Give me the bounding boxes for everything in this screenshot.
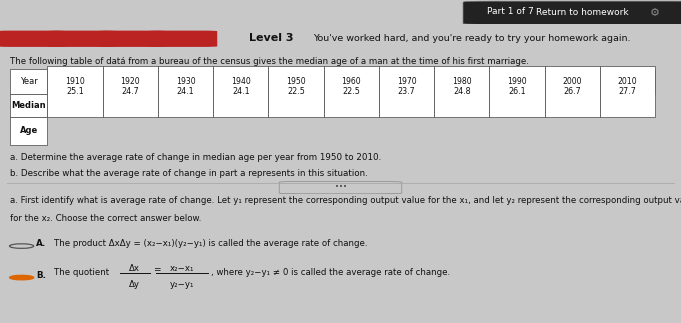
Text: 24.1: 24.1 <box>232 87 249 96</box>
Text: A.: A. <box>36 239 46 248</box>
Circle shape <box>10 275 34 280</box>
Bar <box>379 68 434 94</box>
Text: The following table of datá from a bureau of the census gives the median age of : The following table of datá from a burea… <box>10 57 529 66</box>
Bar <box>10 117 47 145</box>
Text: 24.7: 24.7 <box>121 87 139 96</box>
Bar <box>545 66 600 117</box>
Text: 1950: 1950 <box>286 77 306 86</box>
Bar <box>10 94 47 117</box>
Text: x₂−x₁: x₂−x₁ <box>170 264 194 273</box>
Bar <box>434 68 490 94</box>
Text: 1990: 1990 <box>507 77 527 86</box>
Text: Part 1 of 7: Part 1 of 7 <box>487 7 534 16</box>
Bar <box>600 68 655 94</box>
Bar <box>103 68 158 94</box>
Bar <box>10 68 47 94</box>
FancyBboxPatch shape <box>97 31 167 47</box>
Bar <box>490 68 545 94</box>
Text: The quotient: The quotient <box>54 268 109 277</box>
Bar <box>323 68 379 94</box>
Bar <box>434 66 490 117</box>
Bar <box>213 68 268 94</box>
Text: B.: B. <box>36 271 46 280</box>
Text: •••: ••• <box>334 184 347 190</box>
Bar <box>158 66 213 117</box>
Text: 26.7: 26.7 <box>564 87 582 96</box>
Bar <box>323 66 379 117</box>
FancyBboxPatch shape <box>47 31 116 47</box>
Text: ⚙: ⚙ <box>650 8 661 18</box>
Text: 1970: 1970 <box>397 77 416 86</box>
Text: Year: Year <box>20 77 37 86</box>
FancyBboxPatch shape <box>463 1 681 25</box>
Bar <box>600 66 655 117</box>
Text: 1940: 1940 <box>231 77 251 86</box>
Text: 1910: 1910 <box>65 77 84 86</box>
Text: a. Determine the average rate of change in median age per year from 1950 to 2010: a. Determine the average rate of change … <box>10 153 381 162</box>
Text: 1960: 1960 <box>341 77 361 86</box>
Text: a. First identify what is average rate of change. Let y₁ represent the correspon: a. First identify what is average rate o… <box>10 196 681 205</box>
FancyBboxPatch shape <box>0 31 66 47</box>
Text: 24.8: 24.8 <box>453 87 471 96</box>
Text: =: = <box>153 265 161 274</box>
Text: 1980: 1980 <box>452 77 472 86</box>
Text: 25.1: 25.1 <box>66 87 84 96</box>
Bar <box>47 68 103 94</box>
Bar <box>103 66 158 117</box>
Bar <box>379 66 434 117</box>
Text: Level 3: Level 3 <box>249 33 293 43</box>
Bar <box>158 68 213 94</box>
Text: 24.1: 24.1 <box>176 87 194 96</box>
Bar <box>47 66 103 117</box>
Text: 2010: 2010 <box>618 77 637 86</box>
Bar <box>545 68 600 94</box>
Text: Δx: Δx <box>129 264 140 273</box>
Text: 22.5: 22.5 <box>343 87 360 96</box>
FancyBboxPatch shape <box>279 182 402 194</box>
Bar <box>268 66 323 117</box>
Bar <box>268 68 323 94</box>
Text: , where y₂−y₁ ≠ 0 is called the average rate of change.: , where y₂−y₁ ≠ 0 is called the average … <box>211 268 450 277</box>
Text: 1930: 1930 <box>176 77 195 86</box>
Text: You've worked hard, and you're ready to try your homework again.: You've worked hard, and you're ready to … <box>313 34 631 43</box>
Text: 27.7: 27.7 <box>619 87 637 96</box>
Text: 23.7: 23.7 <box>398 87 415 96</box>
Text: Median: Median <box>12 101 46 110</box>
Text: b. Describe what the average rate of change in part a represents in this situati: b. Describe what the average rate of cha… <box>10 169 368 178</box>
Text: 2000: 2000 <box>563 77 582 86</box>
Text: 22.5: 22.5 <box>287 87 305 96</box>
Text: y₂−y₁: y₂−y₁ <box>170 280 194 289</box>
Text: Return to homework: Return to homework <box>536 8 629 16</box>
Bar <box>213 66 268 117</box>
Text: 26.1: 26.1 <box>508 87 526 96</box>
Text: Δy: Δy <box>129 280 140 289</box>
Text: for the x₂. Choose the correct answer below.: for the x₂. Choose the correct answer be… <box>10 214 202 223</box>
Bar <box>490 66 545 117</box>
FancyBboxPatch shape <box>148 31 217 47</box>
Text: Age: Age <box>20 127 38 135</box>
Text: The product ΔxΔy = (x₂−x₁)(y₂−y₁) is called the average rate of change.: The product ΔxΔy = (x₂−x₁)(y₂−y₁) is cal… <box>54 239 368 248</box>
Text: 1920: 1920 <box>121 77 140 86</box>
